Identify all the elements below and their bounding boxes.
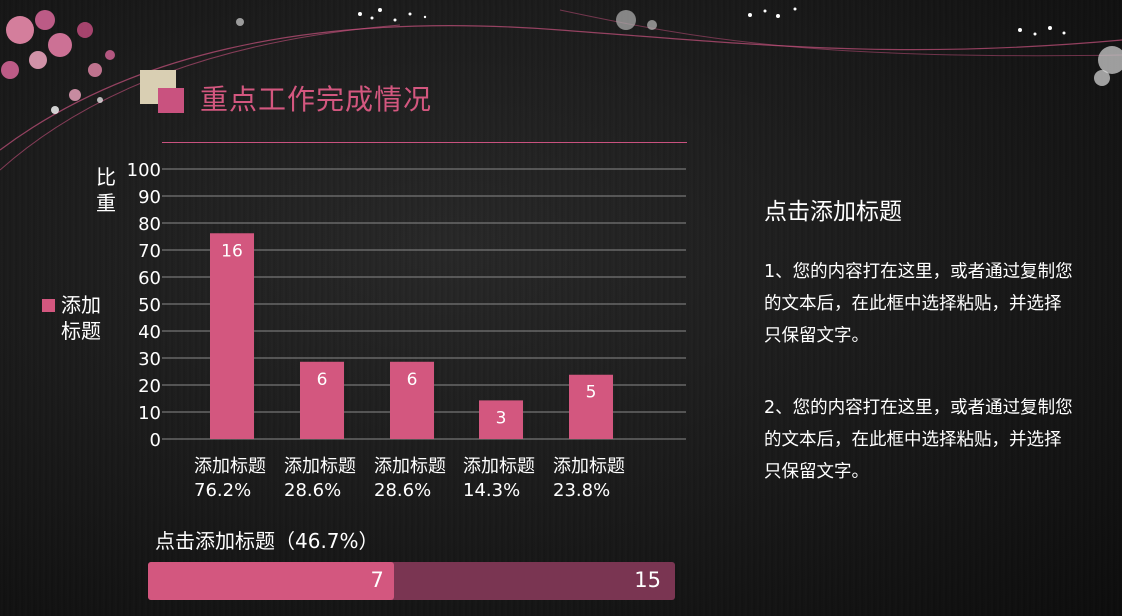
bar-data-label: 6 xyxy=(407,370,418,390)
x-tick-label: 添加标题 xyxy=(284,456,356,477)
progress-bar[interactable]: 7 15 xyxy=(148,562,675,600)
progress-total: 15 xyxy=(634,568,661,592)
progress-label[interactable]: 点击添加标题（46.7%） xyxy=(155,529,379,553)
bar xyxy=(300,361,344,439)
page-title[interactable]: 重点工作完成情况 xyxy=(200,83,433,116)
bar-data-label: 16 xyxy=(221,241,243,261)
y-tick-label: 40 xyxy=(138,322,161,343)
y-tick-label: 20 xyxy=(138,376,161,397)
side-paragraph-1[interactable]: 1、您的内容打在这里，或者通过复制您的文本后，在此框中选择粘贴，并选择只保留文字… xyxy=(764,262,1073,346)
title-divider xyxy=(162,142,687,143)
bar-data-label: 3 xyxy=(496,408,507,428)
x-tick-label: 添加标题 xyxy=(194,456,266,477)
bar xyxy=(390,361,434,439)
legend-swatch xyxy=(42,299,55,312)
x-tick-label: 添加标题 xyxy=(553,456,625,477)
progress-fill: 7 xyxy=(148,562,394,600)
chart-legend[interactable]: 添加标题 xyxy=(42,292,107,344)
bar xyxy=(210,233,254,439)
legend-label: 添加标题 xyxy=(61,293,101,343)
y-tick-label: 80 xyxy=(138,214,161,235)
bar xyxy=(479,400,523,439)
y-tick-label: 90 xyxy=(138,187,161,208)
y-tick-label: 50 xyxy=(138,295,161,316)
y-tick-label: 10 xyxy=(138,403,161,424)
y-tick-label: 100 xyxy=(127,160,161,181)
x-tick-percent: 23.8% xyxy=(553,480,610,501)
y-tick-label: 60 xyxy=(138,268,161,289)
x-tick-percent: 76.2% xyxy=(194,480,251,501)
bar xyxy=(569,374,613,439)
y-tick-label: 70 xyxy=(138,241,161,262)
side-title[interactable]: 点击添加标题 xyxy=(764,199,902,225)
x-tick-percent: 28.6% xyxy=(374,480,431,501)
bar-data-label: 5 xyxy=(586,383,597,403)
title-accent-square-pink xyxy=(158,88,184,113)
x-tick-percent: 14.3% xyxy=(463,480,520,501)
y-axis-label[interactable]: 比重 xyxy=(96,165,116,215)
progress-value: 7 xyxy=(370,568,384,592)
x-tick-label: 添加标题 xyxy=(374,456,446,477)
side-paragraph-2[interactable]: 2、您的内容打在这里，或者通过复制您的文本后，在此框中选择粘贴，并选择只保留文字… xyxy=(764,398,1073,482)
x-tick-label: 添加标题 xyxy=(463,456,535,477)
x-tick-percent: 28.6% xyxy=(284,480,341,501)
bar-data-label: 6 xyxy=(317,370,328,390)
y-tick-label: 30 xyxy=(138,349,161,370)
y-tick-label: 0 xyxy=(150,430,161,451)
